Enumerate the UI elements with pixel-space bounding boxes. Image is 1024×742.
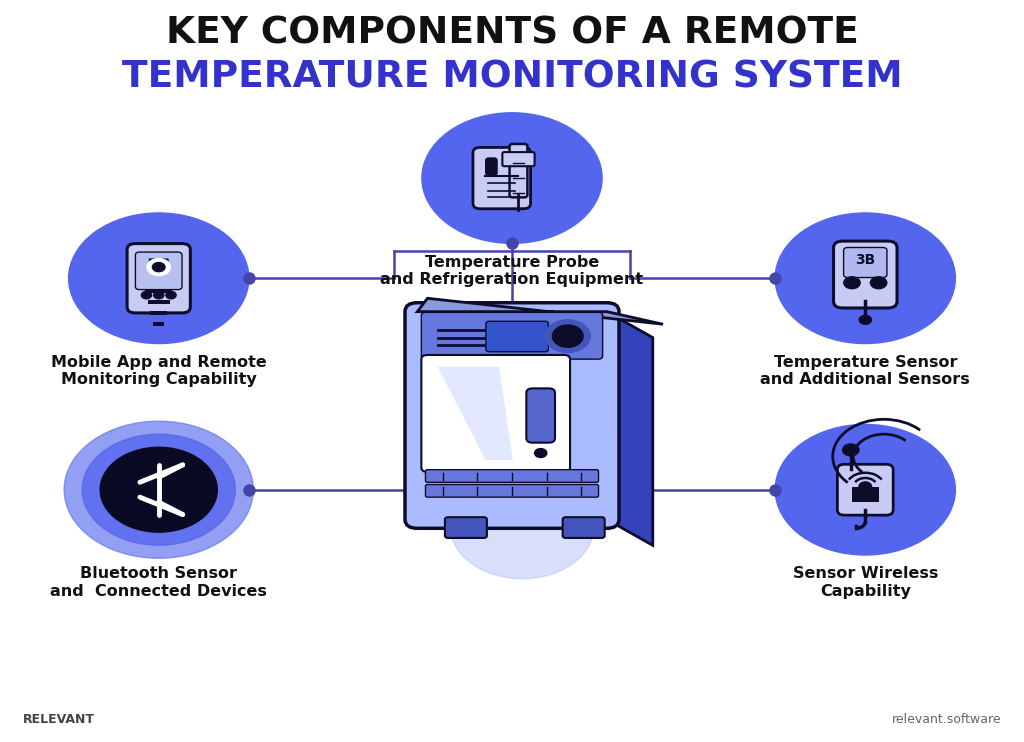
Circle shape — [535, 449, 547, 458]
Bar — [151, 311, 167, 315]
Text: RELEVANT: RELEVANT — [23, 712, 94, 726]
Circle shape — [422, 113, 602, 243]
Circle shape — [844, 277, 860, 289]
FancyBboxPatch shape — [444, 517, 487, 538]
Bar — [153, 322, 165, 326]
Bar — [852, 496, 879, 502]
Text: Bluetooth Sensor
and  Connected Devices: Bluetooth Sensor and Connected Devices — [50, 566, 267, 599]
Circle shape — [65, 421, 253, 558]
FancyBboxPatch shape — [838, 464, 893, 515]
Circle shape — [147, 259, 170, 275]
FancyBboxPatch shape — [563, 517, 604, 538]
Circle shape — [775, 424, 955, 555]
FancyBboxPatch shape — [844, 248, 887, 278]
Bar — [145, 289, 172, 293]
Text: Mobile App and Remote
Monitoring Capability: Mobile App and Remote Monitoring Capabil… — [51, 355, 266, 387]
FancyBboxPatch shape — [426, 485, 598, 497]
Polygon shape — [606, 312, 653, 545]
Circle shape — [153, 263, 165, 272]
Circle shape — [154, 292, 164, 299]
Text: Sensor Wireless
Capability: Sensor Wireless Capability — [793, 566, 938, 599]
Bar — [147, 300, 170, 304]
Circle shape — [82, 434, 236, 545]
Text: Temperature Probe
and Refrigeration Equipment: Temperature Probe and Refrigeration Equi… — [381, 255, 643, 287]
FancyBboxPatch shape — [426, 470, 598, 482]
Text: KEY COMPONENTS OF A REMOTE: KEY COMPONENTS OF A REMOTE — [166, 16, 858, 51]
Text: Temperature Sensor
and Additional Sensors: Temperature Sensor and Additional Sensor… — [761, 355, 970, 387]
Polygon shape — [418, 298, 664, 324]
Circle shape — [100, 447, 217, 532]
FancyBboxPatch shape — [503, 152, 535, 166]
Circle shape — [166, 292, 176, 299]
FancyBboxPatch shape — [526, 388, 555, 443]
Circle shape — [843, 444, 859, 456]
Circle shape — [553, 325, 584, 347]
FancyBboxPatch shape — [485, 321, 549, 352]
Polygon shape — [438, 367, 513, 460]
Circle shape — [859, 315, 871, 324]
FancyBboxPatch shape — [422, 312, 602, 359]
FancyBboxPatch shape — [404, 303, 618, 528]
Text: 3B: 3B — [855, 253, 876, 267]
Circle shape — [545, 320, 590, 352]
Circle shape — [870, 277, 887, 289]
FancyBboxPatch shape — [422, 355, 570, 472]
Circle shape — [451, 475, 594, 579]
Bar — [852, 487, 879, 492]
FancyBboxPatch shape — [135, 252, 182, 289]
Circle shape — [859, 482, 871, 491]
FancyBboxPatch shape — [485, 158, 497, 175]
Circle shape — [69, 213, 249, 344]
FancyBboxPatch shape — [510, 144, 527, 197]
FancyBboxPatch shape — [148, 258, 169, 266]
Text: TEMPERATURE MONITORING SYSTEM: TEMPERATURE MONITORING SYSTEM — [122, 60, 902, 96]
FancyBboxPatch shape — [127, 243, 190, 313]
FancyBboxPatch shape — [834, 241, 897, 308]
Circle shape — [141, 292, 152, 299]
Text: relevant.software: relevant.software — [892, 712, 1001, 726]
Bar — [852, 492, 879, 497]
FancyBboxPatch shape — [473, 148, 530, 209]
Circle shape — [775, 213, 955, 344]
